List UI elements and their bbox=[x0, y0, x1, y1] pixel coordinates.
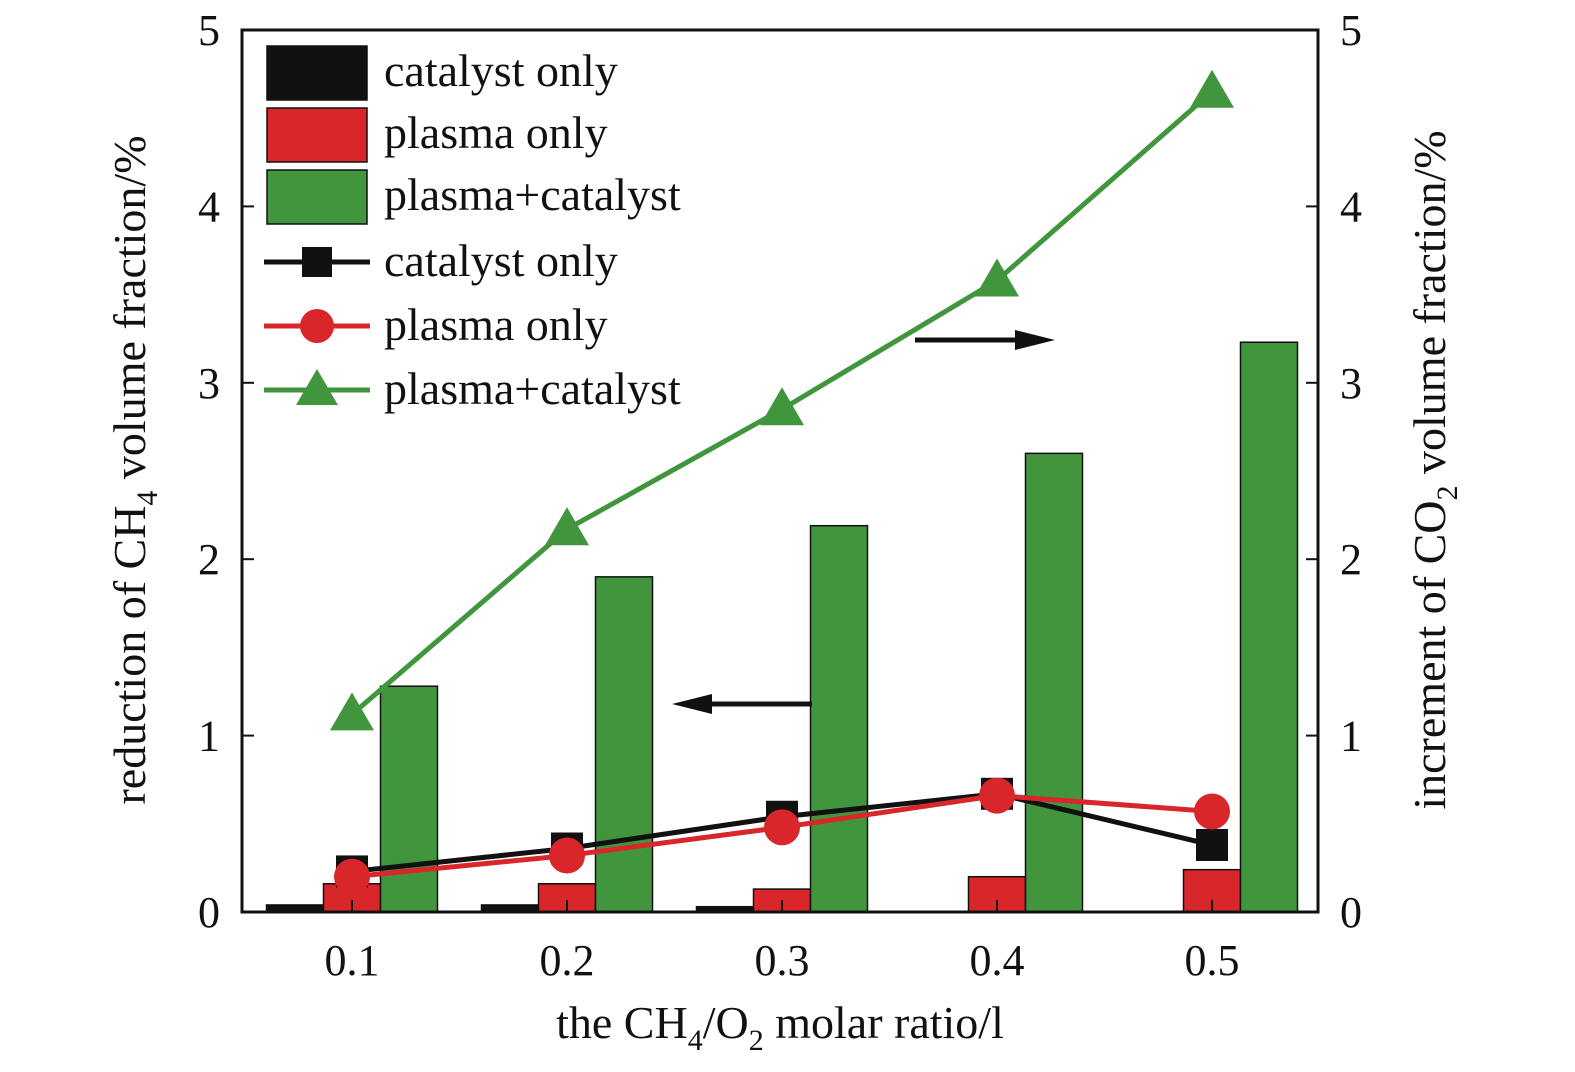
bar-plasma-catalyst-0.4 bbox=[1024, 452, 1084, 913]
legend-marker-plasma-only bbox=[300, 309, 334, 343]
y-left-tick-label: 5 bbox=[198, 6, 220, 55]
point-plasma-only-0.3 bbox=[764, 809, 800, 846]
y-axis-right-label: increment of CO2 volume fraction/% bbox=[1404, 130, 1464, 809]
x-tick-label: 0.2 bbox=[540, 936, 595, 985]
legend-label: plasma+catalyst bbox=[384, 169, 681, 220]
point-catalyst-only-0.5 bbox=[1196, 828, 1228, 861]
legend-swatch-catalyst-only bbox=[266, 45, 368, 101]
x-axis-label: the CH4/O2 molar ratio/l bbox=[556, 997, 1004, 1057]
legend-label: catalyst only bbox=[384, 235, 618, 286]
point-plasma-catalyst-0.2 bbox=[545, 507, 589, 546]
legend-label: catalyst only bbox=[384, 45, 618, 96]
y-axis-left-label: reduction of CH4 volume fraction/% bbox=[104, 135, 164, 804]
point-plasma-only-0.4 bbox=[979, 777, 1015, 814]
y-left-tick-label: 2 bbox=[198, 535, 220, 584]
y-left-tick-label: 3 bbox=[198, 359, 220, 408]
bar-plasma-catalyst-0.5 bbox=[1239, 341, 1299, 913]
bar-plasma-catalyst-0.3 bbox=[809, 524, 869, 913]
bar-plasma-catalyst-0.2 bbox=[594, 576, 654, 913]
y-right-tick-label: 2 bbox=[1340, 535, 1362, 584]
legend: catalyst only plasma only plasma+catalyst c… bbox=[264, 45, 681, 414]
y-left-tick-label: 1 bbox=[198, 712, 220, 761]
point-plasma-only-0.2 bbox=[549, 837, 585, 874]
point-plasma-catalyst-0.3 bbox=[760, 387, 804, 426]
point-plasma-catalyst-0.4 bbox=[975, 258, 1019, 297]
lines-layer bbox=[330, 69, 1234, 895]
y-right-tick-label: 4 bbox=[1340, 182, 1362, 231]
y-right-tick-label: 1 bbox=[1340, 712, 1362, 761]
ticks-layer: 0 1 2 3 4 5 0 1 2 3 4 5 0.1 0.2 0.3 0.4 0.5 bbox=[198, 6, 1362, 985]
y-left-tick-label: 0 bbox=[198, 888, 220, 937]
bar-plasma-catalyst-0.1 bbox=[379, 685, 439, 913]
legend-marker-plasma-catalyst bbox=[296, 369, 338, 405]
legend-label: plasma+catalyst bbox=[384, 363, 681, 414]
x-tick-label: 0.4 bbox=[970, 936, 1025, 985]
y-right-tick-label: 3 bbox=[1340, 359, 1362, 408]
point-plasma-only-0.5 bbox=[1194, 793, 1230, 830]
point-plasma-catalyst-0.5 bbox=[1190, 69, 1234, 108]
plot-frame bbox=[240, 28, 1320, 914]
legend-label: plasma only bbox=[384, 299, 608, 350]
legend-swatch-plasma-catalyst bbox=[266, 169, 368, 225]
arrow-right-annotation bbox=[915, 330, 1055, 350]
y-right-tick-label: 5 bbox=[1340, 6, 1362, 55]
point-plasma-catalyst-0.1 bbox=[330, 692, 374, 731]
legend-marker-catalyst-only bbox=[302, 247, 332, 277]
y-left-tick-label: 4 bbox=[198, 182, 220, 231]
legend-swatch-plasma-only bbox=[266, 107, 368, 163]
x-tick-label: 0.1 bbox=[325, 936, 380, 985]
legend-label: plasma only bbox=[384, 107, 608, 158]
arrow-left-annotation bbox=[672, 694, 812, 714]
y-right-tick-label: 0 bbox=[1340, 888, 1362, 937]
x-tick-label: 0.5 bbox=[1185, 936, 1240, 985]
x-tick-label: 0.3 bbox=[755, 936, 810, 985]
point-plasma-only-0.1 bbox=[334, 858, 370, 895]
